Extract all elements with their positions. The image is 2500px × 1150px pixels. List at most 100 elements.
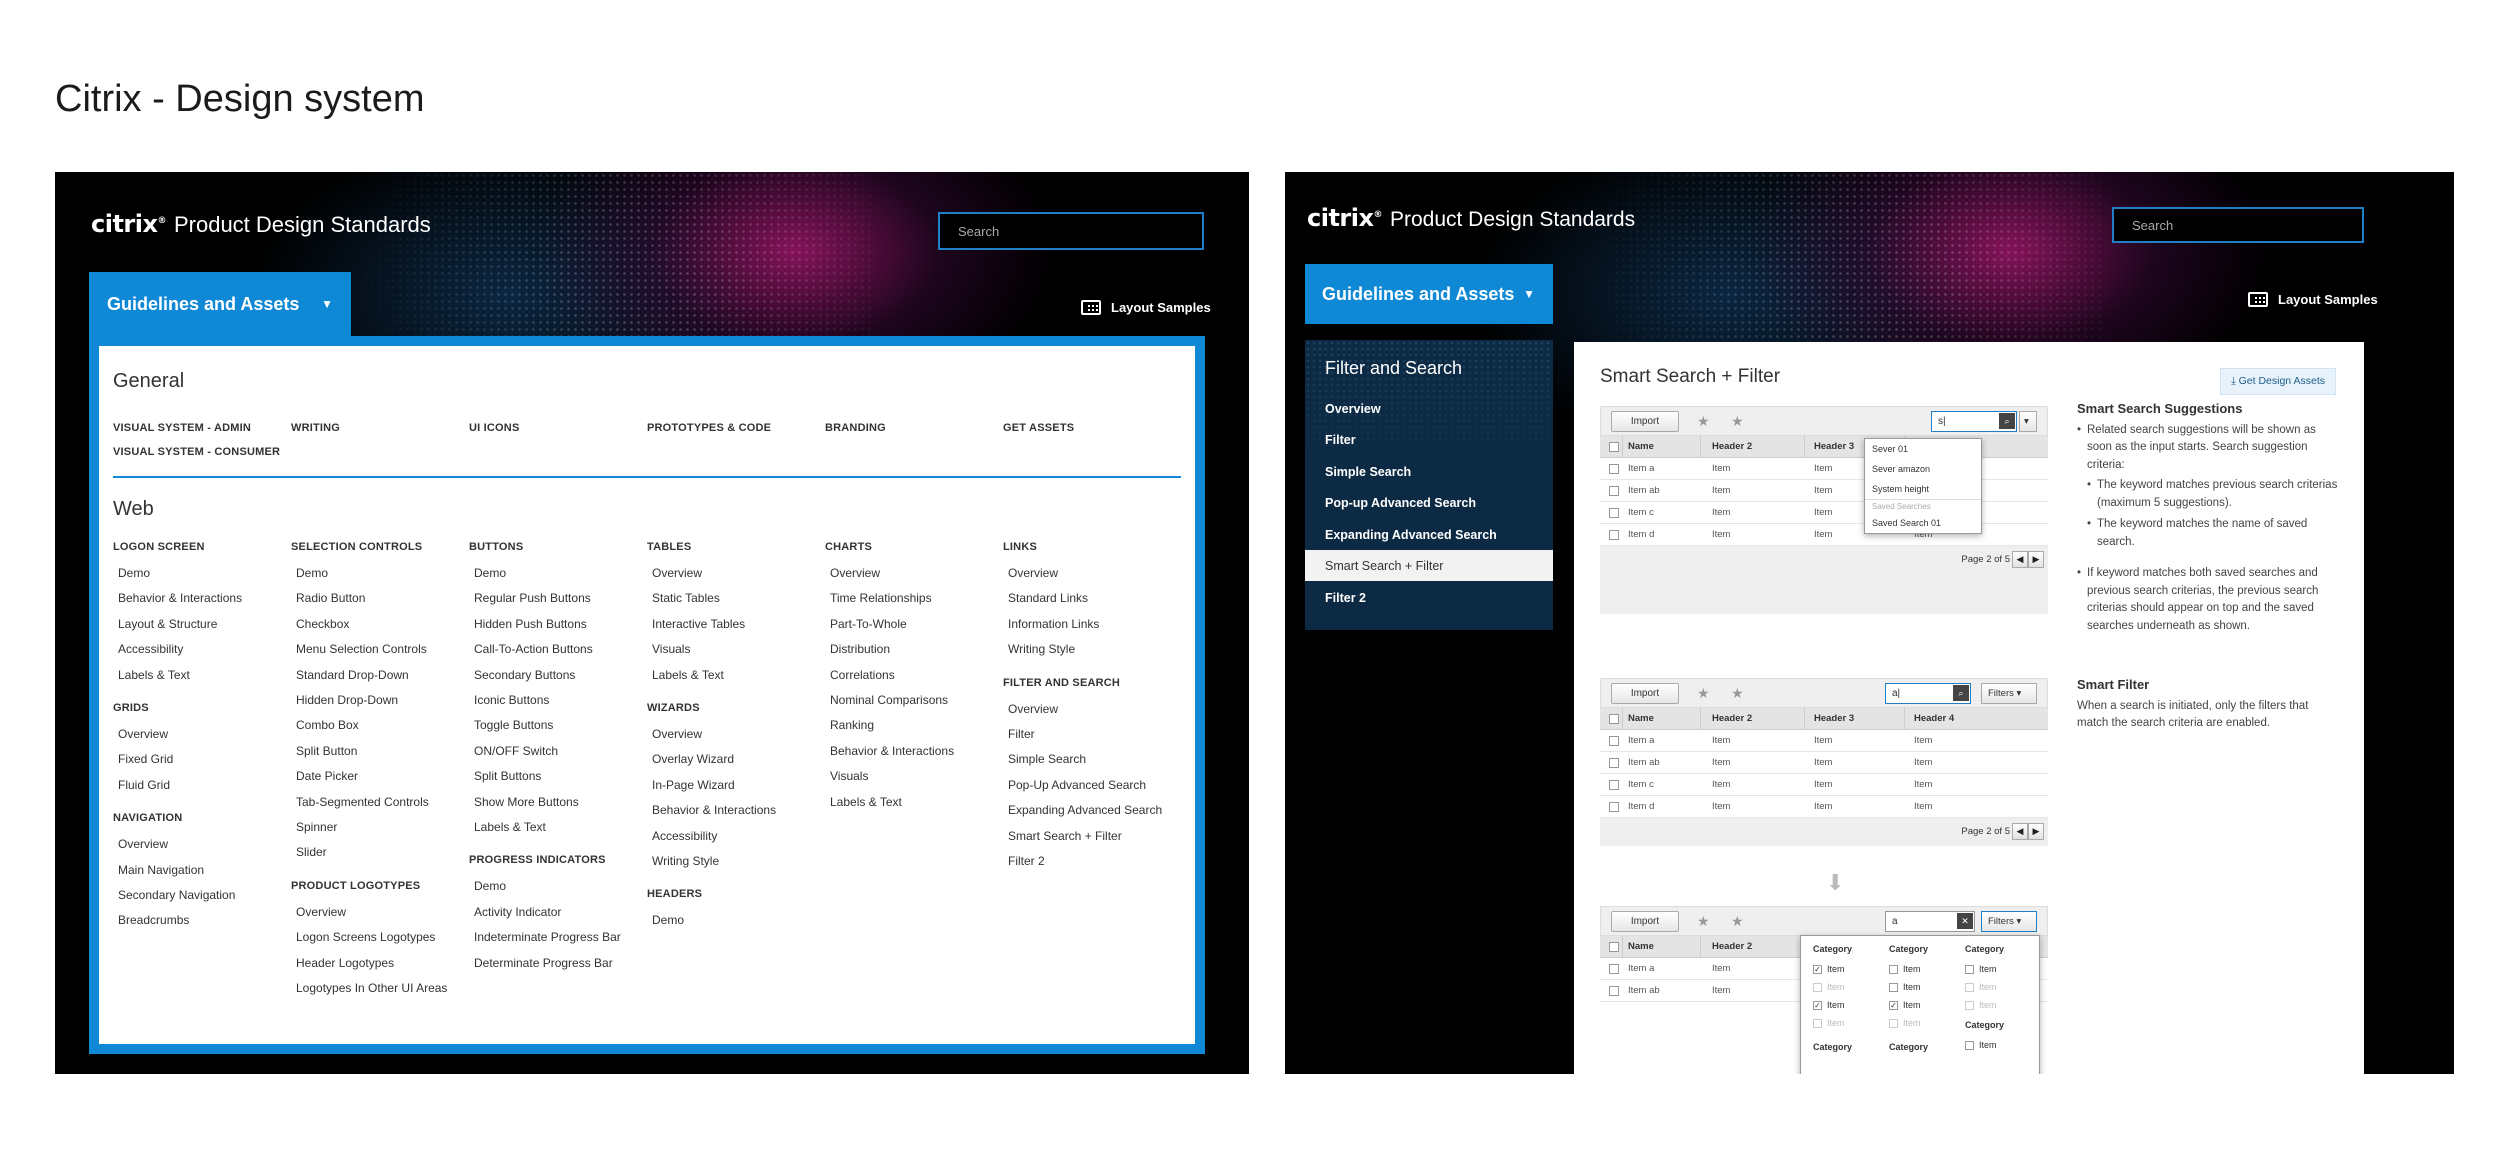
search-input[interactable]: Search (938, 212, 1204, 250)
citrix-logo[interactable]: citrix® Product Design Standards (91, 210, 431, 238)
menu-link[interactable]: Overview (652, 566, 703, 580)
next-page-button[interactable]: ▶ (2028, 823, 2044, 840)
filter-option[interactable]: Item (1889, 978, 1959, 996)
general-link[interactable]: WRITING (291, 422, 341, 434)
saved-search-item[interactable]: Saved Search 01 (1872, 518, 1942, 528)
row-checkbox[interactable] (1609, 780, 1619, 790)
general-link[interactable]: UI ICONS (469, 422, 520, 434)
menu-link[interactable]: Demo (652, 913, 685, 928)
row-checkbox[interactable] (1609, 736, 1619, 746)
prev-page-button[interactable]: ◀ (2012, 551, 2028, 568)
menu-link[interactable]: Logon Screens Logotypes (296, 930, 436, 945)
row-checkbox[interactable] (1609, 802, 1619, 812)
citrix-logo[interactable]: citrix® Product Design Standards (1307, 204, 1635, 232)
menu-link[interactable]: Slider (296, 845, 327, 860)
import-button[interactable]: Import (1611, 411, 1679, 432)
star-icon[interactable]: ★ (1731, 913, 1744, 929)
menu-link[interactable]: Demo (474, 566, 507, 580)
menu-link[interactable]: Fluid Grid (118, 777, 171, 792)
menu-link[interactable]: Writing Style (1008, 642, 1076, 657)
filters-button[interactable]: Filters ▾ (1981, 911, 2037, 932)
filter-option[interactable]: ✓ Item (1889, 1000, 1921, 1010)
general-link[interactable]: VISUAL SYSTEM - ADMIN (113, 422, 252, 434)
row-checkbox[interactable] (1609, 758, 1619, 768)
menu-group-heading[interactable]: NAVIGATION (113, 812, 183, 825)
menu-link[interactable]: Overview (1008, 701, 1059, 716)
search-field[interactable]: a| ⌕ (1885, 683, 1971, 704)
get-design-assets-button[interactable]: ⤓ Get Design Assets (2220, 368, 2336, 395)
filter-option[interactable]: Item (1889, 960, 1959, 978)
menu-link[interactable]: Overview (296, 904, 347, 919)
row-checkbox[interactable] (1609, 486, 1619, 496)
menu-link[interactable]: Tab-Segmented Controls (296, 794, 429, 809)
menu-link[interactable]: Smart Search + Filter (1008, 828, 1122, 843)
filters-button[interactable]: Filters ▾ (1981, 683, 2037, 704)
menu-link[interactable]: Logotypes In Other UI Areas (296, 981, 448, 996)
menu-group-heading[interactable]: TABLES (647, 541, 692, 553)
row-checkbox[interactable] (1609, 714, 1619, 724)
suggestion-item[interactable]: System height (1872, 484, 1930, 494)
menu-group-heading[interactable]: HEADERS (647, 888, 703, 901)
nav-item-filter[interactable]: Filter (1325, 432, 1356, 447)
menu-link[interactable]: Regular Push Buttons (474, 591, 591, 606)
menu-link[interactable]: Accessibility (118, 642, 184, 657)
row-checkbox[interactable] (1609, 464, 1619, 474)
menu-link[interactable]: Main Navigation (118, 862, 205, 877)
suggestion-item[interactable]: Sever amazon (1872, 464, 1931, 474)
menu-link[interactable]: Date Picker (296, 769, 359, 784)
general-link[interactable]: BRANDING (825, 422, 886, 434)
import-button[interactable]: Import (1611, 911, 1679, 932)
row-checkbox[interactable] (1609, 964, 1619, 974)
menu-group-heading[interactable]: LOGON SCREEN (113, 541, 205, 553)
menu-link[interactable]: Hidden Drop-Down (296, 693, 399, 708)
general-link[interactable]: VISUAL SYSTEM - CONSUMER (113, 446, 281, 458)
star-icon[interactable]: ★ (1731, 413, 1744, 429)
guidelines-and-assets-button[interactable]: Guidelines and Assets ▼ (1305, 264, 1553, 324)
menu-link[interactable]: Distribution (830, 642, 891, 657)
clear-icon[interactable]: ✕ (1957, 913, 1973, 929)
star-icon[interactable]: ★ (1731, 685, 1744, 701)
menu-link[interactable]: Secondary Navigation (118, 888, 236, 903)
menu-group-heading[interactable]: PRODUCT LOGOTYPES (291, 879, 421, 892)
search-field[interactable]: s| ⌕ (1931, 411, 2017, 432)
filter-option[interactable]: Item (1965, 960, 2035, 978)
menu-group-heading[interactable]: LINKS (1003, 541, 1037, 553)
menu-link[interactable]: In-Page Wizard (652, 777, 735, 792)
menu-link[interactable]: Overlay Wizard (652, 752, 735, 767)
menu-link[interactable]: Radio Button (296, 591, 366, 606)
suggestion-item[interactable]: Sever 01 (1872, 444, 1909, 454)
menu-link[interactable]: Fixed Grid (118, 752, 174, 767)
menu-link[interactable]: Interactive Tables (652, 616, 746, 631)
menu-link[interactable]: Breadcrumbs (118, 913, 190, 928)
menu-link[interactable]: Split Buttons (474, 769, 542, 784)
menu-link[interactable]: Behavior & Interactions (652, 803, 777, 818)
search-input[interactable]: Search (2112, 207, 2364, 243)
menu-link[interactable]: Activity Indicator (474, 904, 562, 919)
table-row[interactable]: Item a Item Item Item (1600, 730, 2048, 752)
general-link[interactable]: PROTOTYPES & CODE (647, 422, 772, 434)
menu-link[interactable]: Static Tables (652, 591, 720, 606)
nav-item-simple-search[interactable]: Simple Search (1325, 464, 1412, 479)
menu-link[interactable]: Ranking (830, 718, 875, 733)
menu-link[interactable]: Overview (652, 727, 703, 742)
menu-link[interactable]: Simple Search (1008, 752, 1087, 767)
guidelines-and-assets-button[interactable]: Guidelines and Assets ▼ (89, 272, 351, 336)
menu-group-heading[interactable]: GRIDS (113, 702, 149, 715)
menu-link[interactable]: Correlations (830, 667, 895, 682)
nav-item-filter-2[interactable]: Filter 2 (1325, 590, 1366, 605)
menu-link[interactable]: Visuals (652, 642, 691, 657)
menu-link[interactable]: Labels & Text (652, 667, 724, 682)
menu-link[interactable]: Expanding Advanced Search (1008, 803, 1163, 818)
menu-link[interactable]: Spinner (296, 820, 338, 835)
nav-item-expanding-advanced-search[interactable]: Expanding Advanced Search (1325, 527, 1497, 542)
menu-group-heading[interactable]: BUTTONS (469, 541, 524, 553)
menu-link[interactable]: Overview (118, 727, 169, 742)
row-checkbox[interactable] (1609, 442, 1619, 452)
menu-group-heading[interactable]: CHARTS (825, 541, 873, 553)
menu-link[interactable]: Demo (296, 566, 329, 580)
next-page-button[interactable]: ▶ (2028, 551, 2044, 568)
import-button[interactable]: Import (1611, 683, 1679, 704)
menu-link[interactable]: Demo (118, 566, 151, 580)
nav-item-smart-search-filter[interactable]: Smart Search + Filter (1305, 550, 1553, 581)
layout-samples-link[interactable]: Layout Samples (1081, 300, 1211, 315)
